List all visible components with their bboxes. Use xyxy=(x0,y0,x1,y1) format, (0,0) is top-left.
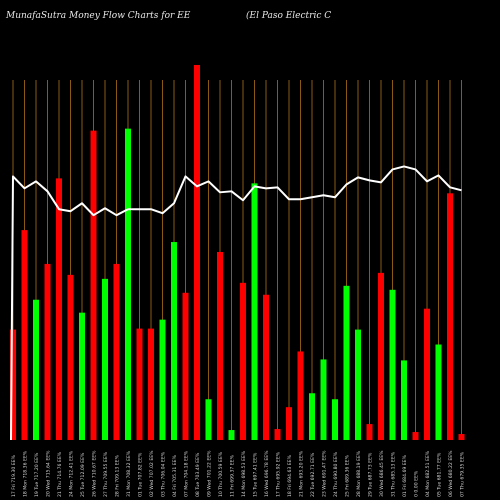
bar xyxy=(355,329,361,440)
x-tick-label: 26 Wed 710.67 EE% xyxy=(92,450,98,497)
bar xyxy=(274,429,281,440)
x-tick-label: 03 Thu 706.04 EE% xyxy=(161,451,167,497)
x-tick-label: 17 Thu 695.92 EE% xyxy=(276,451,282,497)
bar xyxy=(309,393,315,440)
bar xyxy=(343,285,350,440)
bar xyxy=(332,399,338,440)
x-tick-label: 18 Fri 694.63 EE% xyxy=(287,454,293,497)
bar-series xyxy=(10,64,465,441)
x-tick-label: 04 Mon 682.51 EE% xyxy=(425,450,431,497)
x-tick-label: 08 Tue 703.49 EE% xyxy=(195,452,201,497)
bar xyxy=(240,282,246,440)
x-tick-label: 11 Fri 699.37 EE% xyxy=(230,454,236,497)
bar xyxy=(10,329,16,440)
x-tick-label: 25 Tue 712.09 EE% xyxy=(80,452,86,497)
bar xyxy=(125,128,131,440)
bar xyxy=(320,359,327,440)
bar xyxy=(90,130,97,440)
x-axis-labels: 17 Fri 719.30 EE% 18 Mon 718.36 EE% 19 Tue… xyxy=(11,450,466,497)
bar xyxy=(401,360,407,440)
bar xyxy=(458,434,465,440)
x-tick-label: 25 Fri 689.36 EE% xyxy=(345,454,351,497)
x-tick-label: 17 Fri 719.30 EE% xyxy=(11,454,17,497)
x-tick-label: 02 Wed 707.02 EE% xyxy=(149,450,155,497)
price-line xyxy=(10,165,462,441)
bar xyxy=(217,251,223,440)
bar xyxy=(21,230,28,440)
x-tick-label: 27 Thu 709.55 EE% xyxy=(103,451,109,497)
x-tick-label: 31 Thu 685.13 EE% xyxy=(391,451,397,497)
x-tick-label: 20 Wed 715.64 EE% xyxy=(46,450,52,497)
x-tick-label: 28 Mon 688.19 EE% xyxy=(356,450,362,497)
bar xyxy=(286,407,292,440)
x-tick-label: 28 Fri 709.13 EE% xyxy=(115,454,121,497)
bar xyxy=(102,278,108,440)
x-tick-label: 16 Wed 696.78 EE% xyxy=(264,450,270,497)
x-tick-label: 0 0.00 EE% xyxy=(414,470,420,497)
bar xyxy=(412,432,419,440)
x-tick-label: 14 Mon 698.53 EE% xyxy=(241,450,247,497)
bar xyxy=(447,193,453,440)
x-tick-label: 23 Wed 691.47 EE% xyxy=(322,450,328,497)
x-tick-label: 01 Fri 684.69 EE% xyxy=(402,454,408,497)
chart-subtitle: (El Paso Electric C xyxy=(246,11,332,21)
bar xyxy=(251,183,258,440)
x-tick-label: 05 Tue 681.77 EE% xyxy=(437,452,443,497)
x-tick-label: 06 Wed 680.22 EE% xyxy=(448,450,454,497)
x-tick-label: 29 Tue 687.73 EE% xyxy=(368,452,374,497)
x-tick-label: 24 Mon 712.41 EE% xyxy=(69,450,75,497)
bar xyxy=(113,263,120,440)
bar xyxy=(79,312,85,440)
bar xyxy=(228,430,235,440)
x-tick-label: 22 Tue 692.71 EE% xyxy=(310,452,316,497)
x-tick-label: 21 Mon 693.20 EE% xyxy=(299,450,305,497)
bar xyxy=(297,351,304,440)
bar xyxy=(148,328,154,440)
x-tick-label: 19 Tue 717.20 EE% xyxy=(34,452,40,497)
bar xyxy=(56,178,62,440)
x-tick-label: 21 Thu 714.76 EE% xyxy=(57,451,63,497)
bar xyxy=(159,319,166,440)
x-tick-label: 04 Fri 705.31 EE% xyxy=(172,454,178,497)
x-tick-label: 18 Mon 718.36 EE% xyxy=(23,450,29,497)
x-tick-label: 10 Thu 700.59 EE% xyxy=(218,451,224,497)
x-tick-label: 30 Wed 686.45 EE% xyxy=(379,450,385,497)
bar xyxy=(378,272,384,440)
bar xyxy=(136,328,143,440)
x-tick-label: 09 Wed 701.22 EE% xyxy=(207,450,213,497)
bar xyxy=(44,263,51,440)
x-tick-label: 24 Thu 690.80 EE% xyxy=(333,451,339,497)
bar xyxy=(366,424,373,440)
bar xyxy=(435,344,442,440)
bar xyxy=(67,274,74,440)
bar xyxy=(389,289,396,440)
bar xyxy=(263,294,269,440)
x-tick-label: 15 Tue 697.41 EE% xyxy=(253,452,259,497)
bar xyxy=(171,242,177,440)
chart-title: MunafaSutra Money Flow Charts for EE xyxy=(6,11,191,21)
x-tick-label: 07 Thu 679.35 EE% xyxy=(460,451,466,497)
bar xyxy=(194,64,200,441)
price-line-series xyxy=(10,165,462,441)
x-tick-label: 31 Mon 708.32 EE% xyxy=(126,450,132,497)
bar xyxy=(182,292,189,440)
bar xyxy=(424,308,430,440)
bar xyxy=(205,399,212,440)
x-tick-label: 07 Mon 704.18 EE% xyxy=(184,450,190,497)
bar xyxy=(33,299,39,440)
x-tick-label: 01 Tue 707.82 EE% xyxy=(138,452,144,497)
